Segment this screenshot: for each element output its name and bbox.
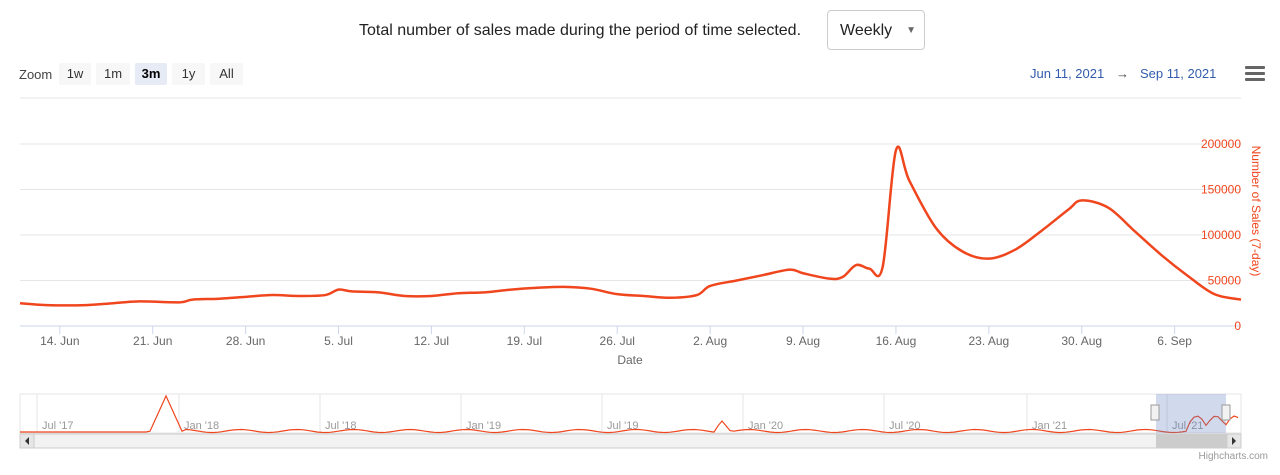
- y-tick-label: 200000: [1201, 137, 1241, 151]
- navigator-tick-label: Jan '21: [1032, 420, 1067, 432]
- navigator-handle-left: [1150, 404, 1160, 421]
- navigator-tick-label: Jul '17: [42, 420, 73, 432]
- x-tick-label: 14. Jun: [40, 334, 79, 348]
- navigator-tick-label: Jul '20: [889, 420, 920, 432]
- x-tick-label: 5. Jul: [324, 334, 353, 348]
- zoom-button-1w[interactable]: 1w: [59, 63, 91, 85]
- sales-series-line: [19, 145, 1242, 307]
- range-from-input[interactable]: Jun 11, 2021: [1030, 66, 1105, 81]
- navigator-frame: [19, 393, 1242, 434]
- x-tick-label: 21. Jun: [133, 334, 172, 348]
- scroll-left-icon: [25, 437, 29, 445]
- grid-lines: [20, 97, 1241, 327]
- chevron-down-icon: ▼: [906, 25, 916, 36]
- navigator-selection: [1156, 394, 1226, 433]
- zoom-button-all[interactable]: All: [210, 63, 243, 85]
- x-tick-label: 12. Jul: [414, 334, 449, 348]
- y-tick-label: 0: [1234, 319, 1241, 333]
- navigator-tick-label: Jan '20: [748, 420, 783, 432]
- zoom-button-3m[interactable]: 3m: [135, 63, 167, 85]
- y-axis-title: Number of Sales (7-day): [1249, 146, 1263, 277]
- range-to-input[interactable]: Sep 11, 2021: [1140, 66, 1217, 81]
- y-tick-label: 50000: [1208, 274, 1242, 288]
- navigator-tick-label: Jul '18: [325, 420, 356, 432]
- navigator: Jul '17 Jan '18 Jul '18 Jan '19 Jul '19 Jan '…: [19, 393, 1242, 449]
- navigator-series-line: [20, 394, 1239, 434]
- x-tick-label: 23. Aug: [968, 334, 1009, 348]
- x-tick-label: 6. Sep: [1157, 334, 1192, 348]
- series-layer: [19, 145, 1242, 307]
- scrollbar-track: [19, 433, 1242, 449]
- x-tick-label: 9. Aug: [786, 334, 820, 348]
- scrollbar-thumb: [1156, 434, 1230, 448]
- credits[interactable]: Highcharts.com: [1198, 451, 1268, 462]
- scroll-right-icon: [1232, 437, 1236, 445]
- y-tick-label: 150000: [1201, 183, 1241, 197]
- x-tick-label: 26. Jul: [600, 334, 635, 348]
- x-tick-label: 19. Jul: [507, 334, 542, 348]
- x-tick-label: 2. Aug: [693, 334, 727, 348]
- navigator-tick-label: Jan '19: [466, 420, 501, 432]
- navigator-tick-label: Jan '18: [184, 420, 219, 432]
- zoom-button-1y[interactable]: 1y: [172, 63, 205, 85]
- period-select-value: Weekly: [840, 22, 893, 39]
- x-tick-label: 30. Aug: [1061, 334, 1102, 348]
- zoom-button-1m[interactable]: 1m: [96, 63, 130, 85]
- range-arrow: →: [1116, 66, 1129, 81]
- menu-icon[interactable]: [1245, 66, 1265, 82]
- period-select[interactable]: Weekly ▼: [827, 10, 925, 50]
- x-tick-label: 28. Jun: [226, 334, 265, 348]
- x-axis-title: Date: [617, 353, 643, 367]
- chart-description: Total number of sales made during the pe…: [359, 22, 802, 39]
- y-axis-ticks: 0 50000 100000 150000 200000 Number of Sales …: [1201, 137, 1263, 333]
- zoom-label: Zoom: [19, 67, 53, 82]
- x-tick-label: 16. Aug: [876, 334, 917, 348]
- x-axis-ticks: 14. Jun 21. Jun 28. Jun 5. Jul 12. Jul 19. Ju…: [40, 326, 1192, 367]
- navigator-handle-right: [1221, 404, 1231, 421]
- y-tick-label: 100000: [1201, 228, 1241, 242]
- navigator-tick-label: Jul '19: [607, 420, 638, 432]
